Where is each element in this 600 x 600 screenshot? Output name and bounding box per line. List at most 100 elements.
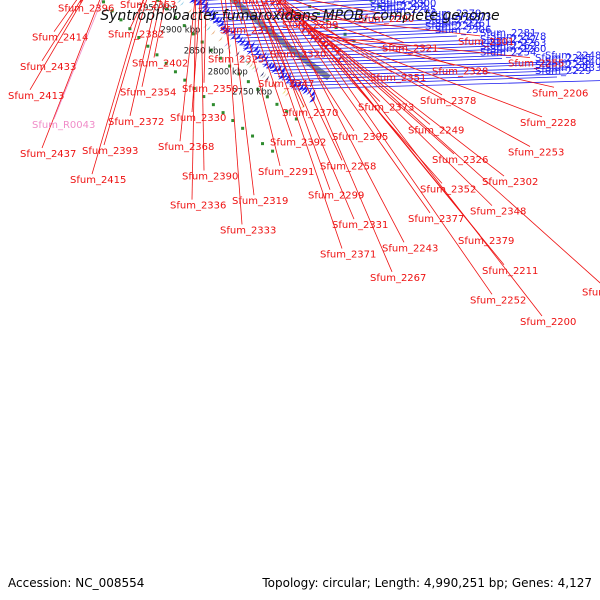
gene-label: Sfum_2320	[270, 50, 326, 61]
gc-dot	[275, 102, 279, 106]
leader-line	[311, 26, 505, 177]
gene-label: Sfum_2350	[182, 84, 238, 95]
gene-label: Sfum_2402	[132, 59, 188, 70]
gene-label: Sfum_2348	[470, 207, 526, 218]
gene-feature	[295, 80, 302, 88]
gene-label: Sfum_2396	[58, 4, 114, 15]
gene-label: Sfum_2277	[480, 35, 536, 46]
gc-dot	[285, 110, 289, 114]
gene-label: Sfum_R0042	[308, 0, 371, 2]
gc-dot	[183, 78, 187, 82]
gene-feature	[243, 57, 248, 64]
leader-line	[292, 0, 405, 44]
accession-text: Accession: NC_008554	[8, 576, 145, 590]
leader-line	[103, 0, 147, 146]
gc-dot	[369, 0, 373, 2]
leader-line	[179, 0, 196, 142]
gene-feature	[278, 71, 285, 80]
gene-label: Sfum_2305	[380, 0, 436, 3]
leader-line	[320, 33, 555, 88]
gene-label: Sfum_2373	[358, 103, 414, 114]
gene-feature	[335, 47, 342, 56]
gene-feature	[196, 16, 201, 22]
gc-dot	[325, 19, 329, 23]
gc-dot	[221, 111, 225, 115]
gene-label: Sfum_2330	[170, 113, 226, 124]
gene-feature	[207, 8, 215, 16]
leader-line	[203, 0, 207, 83]
gene-label: Sfum_2351	[370, 73, 426, 84]
leader-line	[296, 14, 481, 37]
leader-line	[153, 0, 166, 58]
leader-line	[53, 0, 103, 120]
leader-line	[317, 31, 543, 118]
gene-feature	[284, 91, 290, 97]
gene-label: Sfum_2261	[435, 18, 491, 29]
gc-dot	[137, 36, 141, 40]
gene-label: Sfum_2395	[332, 132, 388, 143]
gene-label: Sfum_2372	[108, 117, 164, 128]
gc-dot	[146, 44, 150, 48]
gene-feature	[265, 0, 268, 3]
leader-line	[262, 54, 513, 65]
leader-line	[265, 0, 343, 161]
gc-dot	[128, 27, 132, 31]
leader-line	[276, 0, 405, 243]
leader-line	[274, 0, 393, 272]
gene-feature	[203, 6, 211, 15]
gene-feature	[264, 75, 270, 82]
leader-line	[284, 4, 455, 155]
gene-label: Sfum_2333	[220, 225, 276, 236]
gene-label: Sfum_2285	[380, 5, 436, 16]
leader-line	[41, 0, 82, 61]
gene-feature	[176, 0, 181, 4]
leader-line	[202, 2, 403, 13]
leader-line	[260, 0, 293, 49]
gene-feature	[209, 13, 217, 21]
leader-line	[258, 51, 503, 62]
gene-feature	[229, 26, 237, 35]
gene-label: Sfum_2378	[420, 96, 476, 107]
gene-label: Sfum_2191	[582, 287, 600, 298]
leader-line	[213, 12, 393, 23]
gc-dot	[246, 80, 250, 84]
gene-label: Sfum_2413	[8, 91, 64, 102]
leader-line	[198, 0, 385, 9]
leader-line	[329, 41, 600, 284]
leader-line	[281, 70, 558, 81]
leader-line	[280, 0, 305, 20]
gc-dot	[165, 7, 169, 11]
gene-label: Sfum_2319	[232, 196, 288, 207]
gene-label: Sfum_2253	[508, 147, 564, 158]
gene-feature	[288, 77, 296, 86]
gene-label: Sfum_2233	[545, 63, 600, 74]
gene-feature	[210, 29, 216, 36]
gene-label: Sfum_2281	[480, 28, 536, 39]
gene-label: Sfum_2292	[370, 2, 426, 13]
gc-dot	[173, 70, 177, 74]
gc-dot	[211, 103, 215, 107]
gene-label: Sfum_2311	[220, 25, 276, 36]
gene-feature	[274, 83, 279, 89]
gene-feature	[201, 4, 209, 13]
gc-dot	[218, 56, 222, 60]
leader-line	[220, 19, 448, 29]
leader-line	[260, 0, 355, 220]
leader-line	[41, 0, 101, 149]
leader-line	[250, 45, 503, 56]
gene-label: Sfum_2299	[308, 191, 364, 202]
gene-feature	[217, 19, 225, 28]
gene-feature	[275, 64, 282, 73]
gene-feature	[259, 71, 265, 77]
gene-label: Sfum_2433	[20, 62, 76, 73]
gene-label: Sfum_2368	[158, 142, 214, 153]
gene-label: Sfum_2414	[32, 33, 88, 44]
gene-label: Sfum_2391	[232, 0, 288, 7]
kbp-tick-label: 2950 kbp	[138, 4, 178, 14]
gene-label: Sfum_2258	[320, 161, 376, 172]
gene-label: Sfum_2206	[532, 88, 588, 99]
gene-label: Sfum_2301	[458, 37, 514, 48]
gene-label: Sfum_2278	[490, 31, 546, 42]
gc-dot	[191, 32, 195, 36]
genome-title: Syntrophobacter fumaroxidans MPOB, compl…	[100, 8, 500, 24]
